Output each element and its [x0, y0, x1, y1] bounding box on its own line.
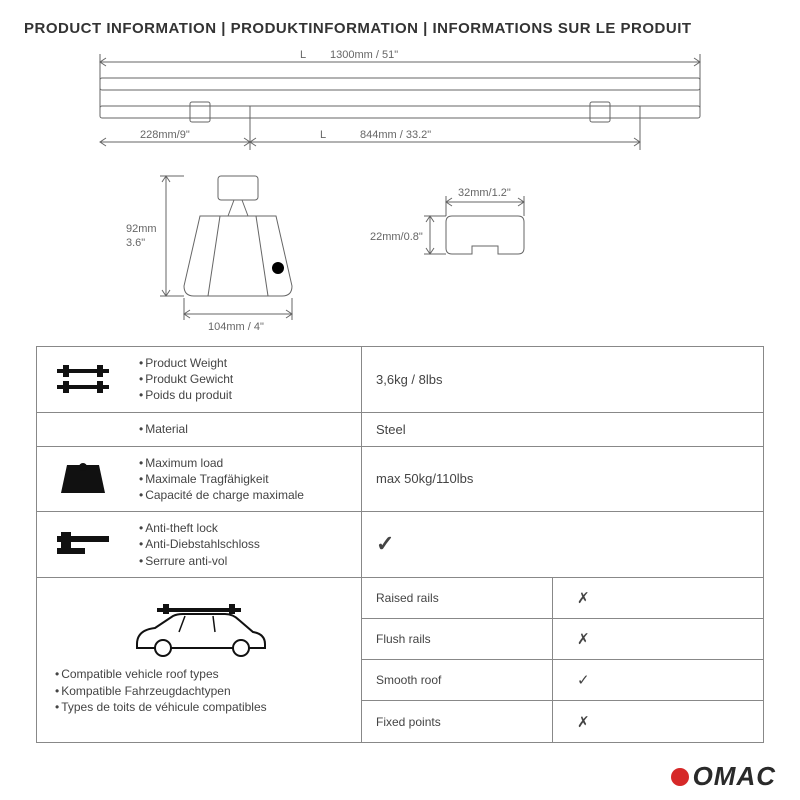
compat-subtable: Raised rails ✗ Flush rails ✗ Smooth roof… — [361, 578, 763, 742]
compat-row-smooth: Smooth roof ✓ — [362, 660, 763, 701]
compat-row-flush: Flush rails ✗ — [362, 619, 763, 660]
dim-segment-b-L: L — [320, 129, 326, 141]
dim-segment-b: 844mm / 33.2" — [360, 129, 431, 141]
technical-drawing: L 1300mm / 51" 228mm/9" L 844mm / 33.2" … — [70, 46, 730, 336]
brand-logo: OMAC — [671, 761, 776, 792]
weight-icon — [37, 347, 129, 412]
compat-labels: Compatible vehicle roof types Kompatible… — [47, 666, 351, 715]
row-weight: Product Weight Produkt Gewicht Poids du … — [37, 347, 763, 413]
dim-foot-height-in: 3.6" — [126, 237, 145, 249]
compat-row-fixed: Fixed points ✗ — [362, 701, 763, 741]
dim-foot-width: 104mm / 4" — [208, 321, 264, 333]
row-lock: Anti-theft lock Anti-Diebstahlschloss Se… — [37, 512, 763, 578]
logo-text: OMAC — [693, 761, 776, 792]
lock-labels: Anti-theft lock Anti-Diebstahlschloss Se… — [129, 512, 361, 577]
logo-dot-icon — [671, 768, 689, 786]
material-labels: Material — [129, 413, 361, 446]
row-compat: Compatible vehicle roof types Kompatible… — [37, 578, 763, 742]
spec-table: Product Weight Produkt Gewicht Poids du … — [36, 346, 764, 743]
load-labels: Maximum load Maximale Tragfähigkeit Capa… — [129, 447, 361, 512]
dim-overall-L: L — [300, 49, 306, 61]
dim-profile-height: 22mm/0.8" — [370, 231, 423, 243]
dim-profile-width: 32mm/1.2" — [458, 187, 511, 199]
row-load: Maximum load Maximale Tragfähigkeit Capa… — [37, 447, 763, 513]
weight-labels: Product Weight Produkt Gewicht Poids du … — [129, 347, 361, 412]
load-value: max 50kg/110lbs — [361, 447, 763, 512]
weight-value: 3,6kg / 8lbs — [361, 347, 763, 412]
lock-value: ✓ — [361, 512, 763, 577]
material-value: Steel — [361, 413, 763, 446]
lock-icon — [37, 512, 129, 577]
dim-segment-a: 228mm/9" — [140, 129, 190, 141]
page-title: PRODUCT INFORMATION | PRODUKTINFORMATION… — [0, 0, 800, 45]
dim-overall-length: 1300mm / 51" — [330, 49, 398, 61]
row-material: Material Steel — [37, 413, 763, 447]
compat-row-raised: Raised rails ✗ — [362, 578, 763, 619]
dim-foot-height-mm: 92mm — [126, 223, 157, 235]
car-icon — [129, 604, 269, 658]
load-icon — [37, 447, 129, 512]
material-icon — [37, 413, 129, 446]
compat-icon-block: Compatible vehicle roof types Kompatible… — [37, 578, 361, 742]
